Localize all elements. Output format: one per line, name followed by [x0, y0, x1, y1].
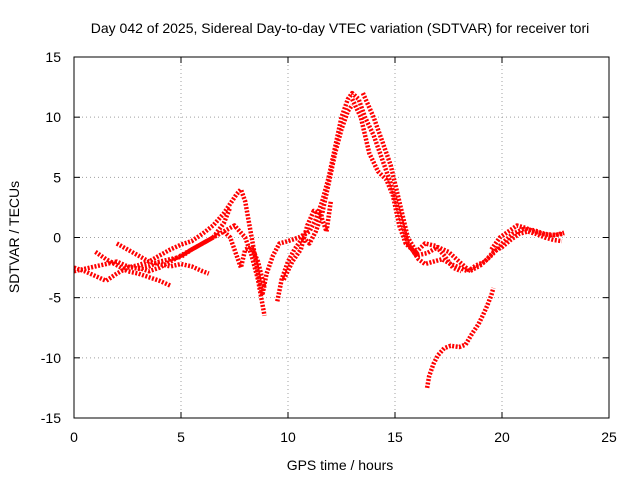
x-tick-label: 0: [70, 429, 78, 445]
x-tick-label: 20: [494, 429, 510, 445]
y-tick-label: -5: [49, 290, 62, 306]
x-tick-label: 5: [177, 429, 185, 445]
x-tick-label: 15: [387, 429, 403, 445]
x-axis-label: GPS time / hours: [287, 457, 394, 473]
series-arc-12: [424, 287, 496, 389]
series-arc-9: [360, 92, 463, 274]
y-axis-label: SDTVAR / TECUs: [6, 181, 22, 293]
series-arc-10: [466, 229, 563, 274]
y-tick-label: 5: [53, 169, 61, 185]
x-tick-label: 10: [280, 429, 296, 445]
data-series: [73, 90, 565, 389]
series-arc-4: [137, 206, 233, 274]
y-tick-label: 0: [53, 230, 61, 246]
series-arc-1: [73, 223, 267, 317]
axis-ticks: 0 5 10 15 20 25 -15 -10 -5 0 5 10 15: [41, 49, 617, 445]
series-arc-2: [94, 250, 172, 288]
series-arc-7: [281, 201, 334, 281]
chart-title: Day 042 of 2025, Sidereal Day-to-day VTE…: [91, 20, 590, 36]
grid-lines: [74, 57, 609, 418]
y-tick-label: 10: [45, 109, 61, 125]
series-arc-6: [275, 103, 355, 302]
series-arc-11: [489, 223, 565, 251]
y-tick-label: -15: [41, 410, 61, 426]
y-tick-label: 15: [45, 49, 61, 65]
series-arc-5: [222, 229, 267, 289]
y-tick-label: -10: [41, 350, 61, 366]
x-tick-label: 25: [601, 429, 617, 445]
series-main: [73, 90, 565, 298]
